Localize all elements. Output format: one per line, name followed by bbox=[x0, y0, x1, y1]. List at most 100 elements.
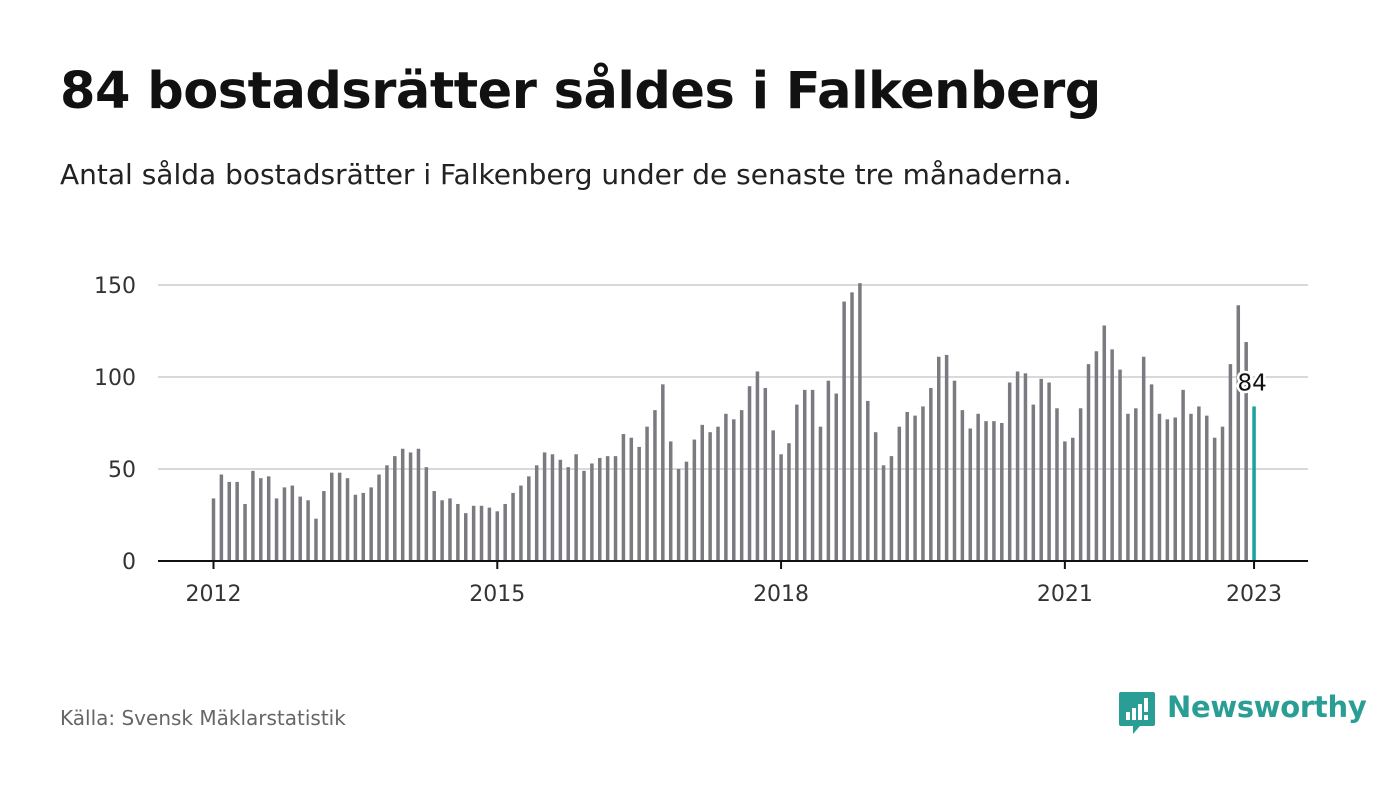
bar bbox=[818, 426, 823, 561]
bar bbox=[1015, 371, 1020, 561]
bar bbox=[810, 389, 815, 561]
bar bbox=[227, 481, 232, 561]
bar bbox=[1141, 356, 1146, 561]
bar bbox=[787, 443, 791, 561]
bar bbox=[929, 388, 933, 561]
bar bbox=[582, 470, 586, 561]
bar bbox=[314, 518, 318, 561]
bar-chart-speech-bubble-icon bbox=[1119, 692, 1155, 734]
bar bbox=[456, 503, 460, 561]
bar bbox=[566, 467, 570, 561]
bar bbox=[826, 380, 831, 561]
y-tick-label: 0 bbox=[122, 550, 136, 575]
bar bbox=[936, 356, 941, 561]
bar bbox=[527, 476, 531, 561]
bar bbox=[976, 413, 980, 561]
bar bbox=[274, 498, 279, 561]
bar bbox=[1118, 369, 1122, 561]
bar bbox=[393, 456, 397, 561]
bar bbox=[968, 428, 973, 561]
bar bbox=[211, 498, 216, 561]
bar bbox=[653, 410, 657, 561]
y-tick-label: 100 bbox=[94, 366, 136, 391]
bar bbox=[850, 292, 854, 561]
bar bbox=[369, 487, 373, 561]
bar bbox=[337, 472, 342, 561]
bar bbox=[1220, 426, 1225, 561]
bar bbox=[724, 413, 728, 561]
bar bbox=[700, 424, 704, 561]
bar bbox=[1078, 408, 1083, 561]
bar bbox=[503, 503, 507, 561]
bar bbox=[1031, 404, 1036, 561]
bar bbox=[345, 478, 350, 561]
bar bbox=[889, 456, 894, 561]
bar bbox=[534, 465, 539, 561]
bar bbox=[519, 485, 523, 561]
bar bbox=[1236, 305, 1241, 561]
x-tick-label: 2015 bbox=[469, 582, 525, 607]
x-tick-label: 2021 bbox=[1037, 582, 1093, 607]
bar bbox=[1228, 364, 1233, 561]
bar bbox=[1157, 413, 1162, 561]
bar bbox=[747, 386, 752, 561]
bar bbox=[755, 371, 760, 561]
bar bbox=[1205, 415, 1209, 561]
brand-name: Newsworthy bbox=[1167, 690, 1367, 724]
bar bbox=[306, 500, 310, 561]
bar bbox=[1007, 382, 1012, 561]
y-tick-label: 50 bbox=[108, 458, 136, 483]
bar bbox=[984, 421, 988, 561]
source-note: Källa: Svensk Mäklarstatistik bbox=[60, 706, 346, 730]
bar bbox=[361, 492, 366, 561]
bar bbox=[1047, 382, 1051, 561]
bar bbox=[802, 389, 807, 561]
bar bbox=[1055, 408, 1059, 561]
bar bbox=[1086, 364, 1091, 561]
bar bbox=[440, 500, 444, 561]
bar bbox=[424, 467, 429, 561]
bar bbox=[1212, 437, 1217, 561]
bar bbox=[1102, 325, 1107, 561]
page-title: 84 bostadsrätter såldes i Falkenberg bbox=[60, 62, 1101, 121]
y-tick-label: 150 bbox=[94, 274, 136, 299]
bar bbox=[952, 380, 957, 561]
bar bbox=[1181, 389, 1185, 561]
bar bbox=[1039, 378, 1043, 561]
bar bbox=[574, 454, 578, 561]
bar bbox=[598, 457, 602, 561]
bar bbox=[842, 301, 846, 561]
bar bbox=[266, 476, 271, 561]
bar bbox=[1244, 342, 1248, 561]
bar bbox=[676, 469, 681, 561]
bar-series bbox=[211, 283, 1256, 561]
bar bbox=[243, 503, 247, 561]
bar bbox=[511, 492, 515, 561]
bar bbox=[684, 461, 689, 561]
bar bbox=[881, 465, 886, 561]
bar bbox=[290, 485, 295, 561]
bar-latest bbox=[1252, 406, 1256, 561]
bar bbox=[1071, 437, 1075, 561]
bar bbox=[645, 426, 649, 561]
bar bbox=[251, 470, 255, 561]
bar bbox=[377, 474, 381, 561]
last-value-label: 84 bbox=[1237, 370, 1266, 396]
bar bbox=[992, 421, 996, 561]
bar bbox=[432, 491, 436, 561]
bar bbox=[605, 456, 610, 561]
bar bbox=[1197, 406, 1201, 561]
bar bbox=[1094, 351, 1099, 561]
bar bbox=[330, 472, 334, 561]
bar bbox=[1126, 413, 1130, 561]
bar bbox=[661, 384, 665, 561]
bar bbox=[629, 437, 634, 561]
bar bbox=[408, 452, 413, 561]
x-axis-ticks: 2012 2015 2018 2021 2023 bbox=[186, 561, 1282, 607]
bar bbox=[732, 419, 736, 561]
bar bbox=[259, 478, 263, 561]
bar bbox=[558, 459, 563, 561]
bar bbox=[621, 434, 626, 561]
bar bbox=[613, 456, 618, 561]
